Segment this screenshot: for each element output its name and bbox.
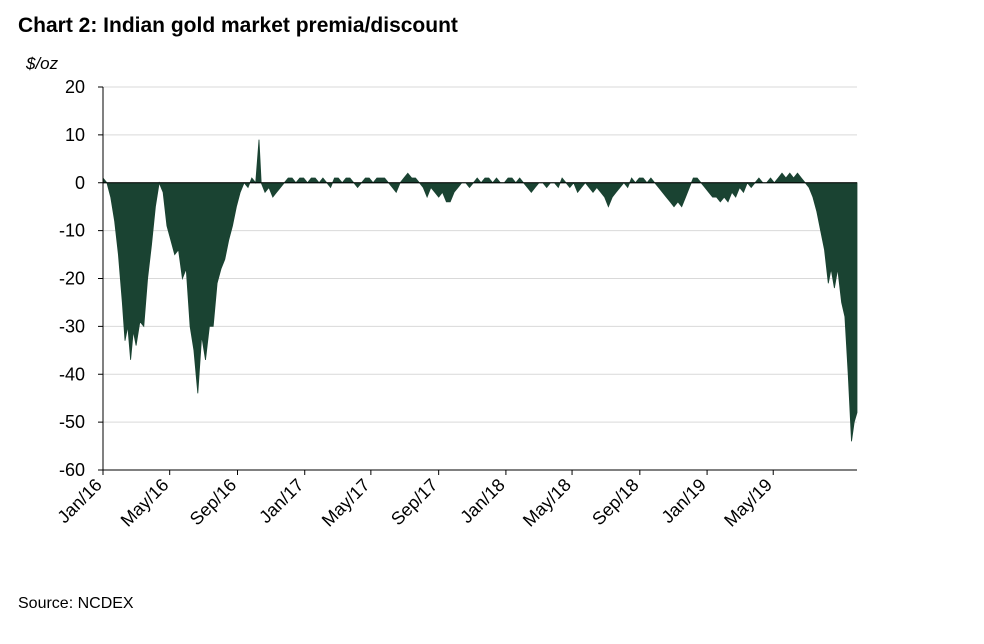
y-tick-label: -50 xyxy=(59,412,85,432)
area-series xyxy=(102,139,858,442)
y-tick-label: 10 xyxy=(65,125,85,145)
y-tick-label: 20 xyxy=(65,77,85,97)
x-tick-label: May/19 xyxy=(720,475,776,531)
chart-title: Chart 2: Indian gold market premia/disco… xyxy=(18,14,458,37)
y-tick-label: -20 xyxy=(59,269,85,289)
x-tick-label: May/16 xyxy=(117,475,173,531)
x-tick-label: Jan/19 xyxy=(658,475,710,527)
x-axis-ticks: Jan/16 May/16 Sep/16 Jan/17 May/17 Sep/17 Jan/… xyxy=(53,470,776,531)
x-tick-label: Jan/16 xyxy=(53,475,105,527)
source-note: Source: NCDEX xyxy=(18,595,134,612)
y-tick-label: -30 xyxy=(59,316,85,336)
y-tick-label: -10 xyxy=(59,221,85,241)
y-tick-label: 0 xyxy=(75,173,85,193)
x-tick-label: Jan/17 xyxy=(255,475,307,527)
y-tick-label: -60 xyxy=(59,460,85,480)
area-series-fill xyxy=(102,139,858,442)
y-tick-label: -40 xyxy=(59,364,85,384)
x-tick-label: Sep/18 xyxy=(588,475,642,529)
x-tick-label: Jan/18 xyxy=(456,475,508,527)
y-axis-unit-label: $/oz xyxy=(26,54,59,73)
x-tick-label: May/18 xyxy=(519,475,575,531)
x-tick-label: May/17 xyxy=(318,475,374,531)
x-tick-label: Sep/17 xyxy=(387,475,441,529)
x-tick-label: Sep/16 xyxy=(186,475,240,529)
y-axis-ticks: 20 10 0 -10 -20 -30 -40 -50 -60 xyxy=(59,77,103,480)
